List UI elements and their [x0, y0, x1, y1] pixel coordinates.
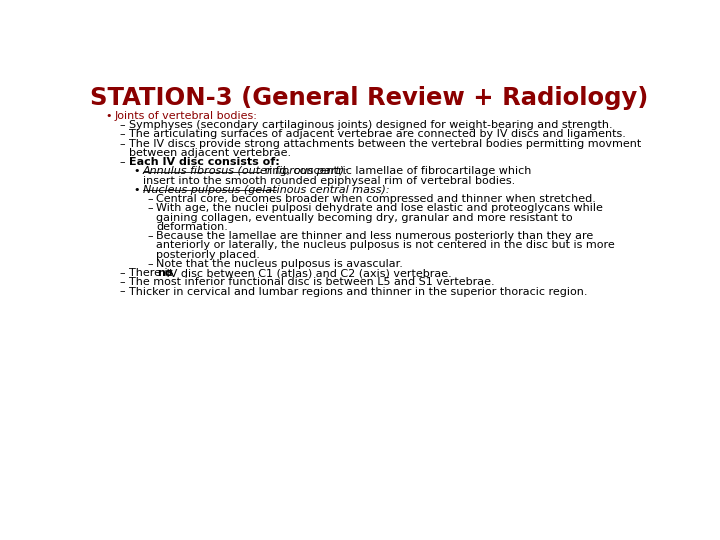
Text: –: –: [120, 268, 125, 278]
Text: •: •: [133, 166, 140, 177]
Text: posteriorly placed.: posteriorly placed.: [156, 249, 261, 260]
Text: The most inferior functional disc is between L5 and S1 vertebrae.: The most inferior functional disc is bet…: [129, 278, 495, 287]
Text: ring, concentric lamellae of fibrocartilage which: ring, concentric lamellae of fibrocartil…: [261, 166, 531, 177]
Text: –: –: [148, 194, 153, 204]
Text: •: •: [133, 185, 140, 195]
Text: –: –: [120, 278, 125, 287]
Text: Annulus fibrosus (outer fibrous part):: Annulus fibrosus (outer fibrous part):: [143, 166, 348, 177]
Text: The articulating surfaces of adjacent vertebrae are connected by IV discs and li: The articulating surfaces of adjacent ve…: [129, 130, 626, 139]
Text: The IV discs provide strong attachments between the vertebral bodies permitting : The IV discs provide strong attachments …: [129, 139, 641, 148]
Text: –: –: [148, 204, 153, 213]
Text: no: no: [157, 268, 172, 278]
Text: deformation.: deformation.: [156, 222, 228, 232]
Text: –: –: [120, 120, 125, 130]
Text: Because the lamellae are thinner and less numerous posteriorly than they are: Because the lamellae are thinner and les…: [156, 231, 594, 241]
Text: anteriorly or laterally, the nucleus pulposus is not centered in the disc but is: anteriorly or laterally, the nucleus pul…: [156, 240, 615, 251]
Text: gaining collagen, eventually becoming dry, granular and more resistant to: gaining collagen, eventually becoming dr…: [156, 213, 573, 222]
Text: Note that the nucleus pulposus is avascular.: Note that the nucleus pulposus is avascu…: [156, 259, 403, 269]
Text: Each IV disc consists of:: Each IV disc consists of:: [129, 157, 279, 167]
Text: Thicker in cervical and lumbar regions and thinner in the superior thoracic regi: Thicker in cervical and lumbar regions a…: [129, 287, 588, 296]
Text: –: –: [148, 259, 153, 269]
Text: Nucleus pulposus (gelatinous central mass):: Nucleus pulposus (gelatinous central mas…: [143, 185, 390, 195]
Text: IV disc between C1 (atlas) and C2 (axis) vertebrae.: IV disc between C1 (atlas) and C2 (axis)…: [163, 268, 451, 278]
Text: between adjacent vertebrae.: between adjacent vertebrae.: [129, 148, 291, 158]
Text: Symphyses (secondary cartilaginous joints) designed for weight-bearing and stren: Symphyses (secondary cartilaginous joint…: [129, 120, 613, 130]
Text: –: –: [120, 130, 125, 139]
Text: –: –: [120, 139, 125, 148]
Text: –: –: [120, 287, 125, 296]
Text: –: –: [120, 157, 125, 167]
Text: There is: There is: [129, 268, 176, 278]
Text: With age, the nuclei pulposi dehydrate and lose elastic and proteoglycans while: With age, the nuclei pulposi dehydrate a…: [156, 204, 603, 213]
Text: insert into the smooth rounded epiphyseal rim of vertebral bodies.: insert into the smooth rounded epiphysea…: [143, 176, 515, 186]
Text: STATION-3 (General Review + Radiology): STATION-3 (General Review + Radiology): [90, 86, 648, 110]
Text: Joints of vertebral bodies:: Joints of vertebral bodies:: [115, 111, 258, 121]
Text: –: –: [148, 231, 153, 241]
Text: Central core, becomes broader when compressed and thinner when stretched.: Central core, becomes broader when compr…: [156, 194, 596, 204]
Text: •: •: [106, 111, 112, 121]
